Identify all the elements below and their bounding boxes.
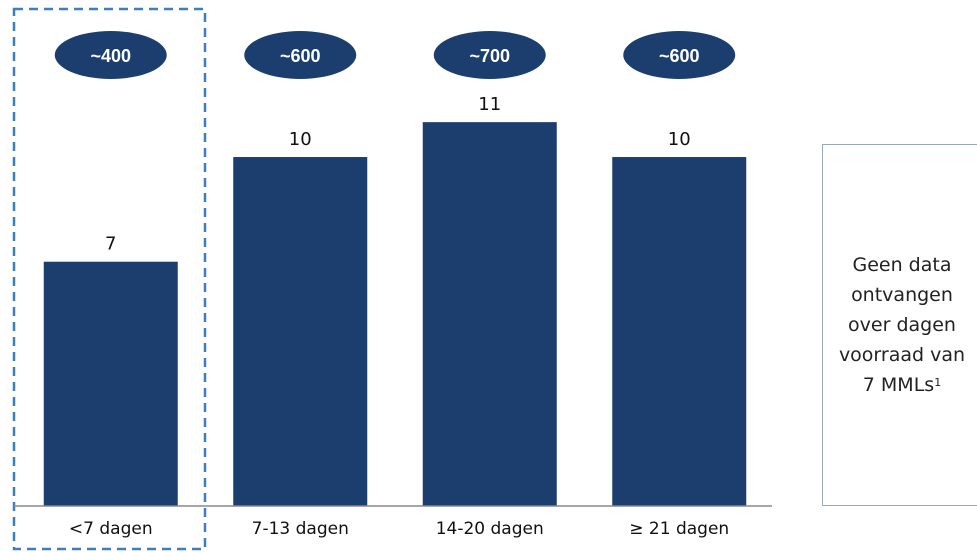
highlight-frame bbox=[12, 7, 207, 551]
data-label: 10 bbox=[668, 129, 691, 150]
category-label: 7-13 dagen bbox=[252, 519, 349, 539]
note-line-1: Geen data bbox=[852, 254, 952, 276]
bar bbox=[422, 122, 557, 506]
count-badge bbox=[433, 31, 546, 79]
count-badge-label: ~600 bbox=[659, 46, 700, 66]
data-label: 10 bbox=[289, 129, 312, 150]
count-badge bbox=[54, 31, 167, 79]
data-label: 11 bbox=[478, 94, 501, 115]
bar bbox=[43, 261, 178, 506]
footnote-marker: 1 bbox=[934, 376, 942, 389]
note-line-4: voorraad van bbox=[838, 344, 966, 366]
category-label: 14-20 dagen bbox=[436, 519, 544, 539]
note-line-5: 7 MMLs1 bbox=[839, 370, 965, 400]
note-line-3: over dagen bbox=[848, 314, 956, 336]
note-line-2: ontvangen bbox=[851, 284, 953, 306]
no-data-note-box: Geen data ontvangen over dagen voorraad … bbox=[822, 144, 977, 506]
bar bbox=[612, 157, 747, 506]
note-last-line: 7 MMLs bbox=[862, 374, 935, 396]
bar bbox=[233, 157, 368, 506]
count-badge-label: ~600 bbox=[280, 46, 321, 66]
count-badge-label: ~400 bbox=[90, 46, 131, 66]
count-badge bbox=[244, 31, 357, 79]
count-badge-label: ~700 bbox=[469, 46, 510, 66]
category-label: ≥ 21 dagen bbox=[629, 519, 729, 539]
data-label: 7 bbox=[105, 234, 116, 255]
no-data-note: Geen data ontvangen over dagen voorraad … bbox=[833, 250, 971, 400]
category-label: <7 dagen bbox=[69, 519, 153, 539]
count-badge bbox=[623, 31, 736, 79]
